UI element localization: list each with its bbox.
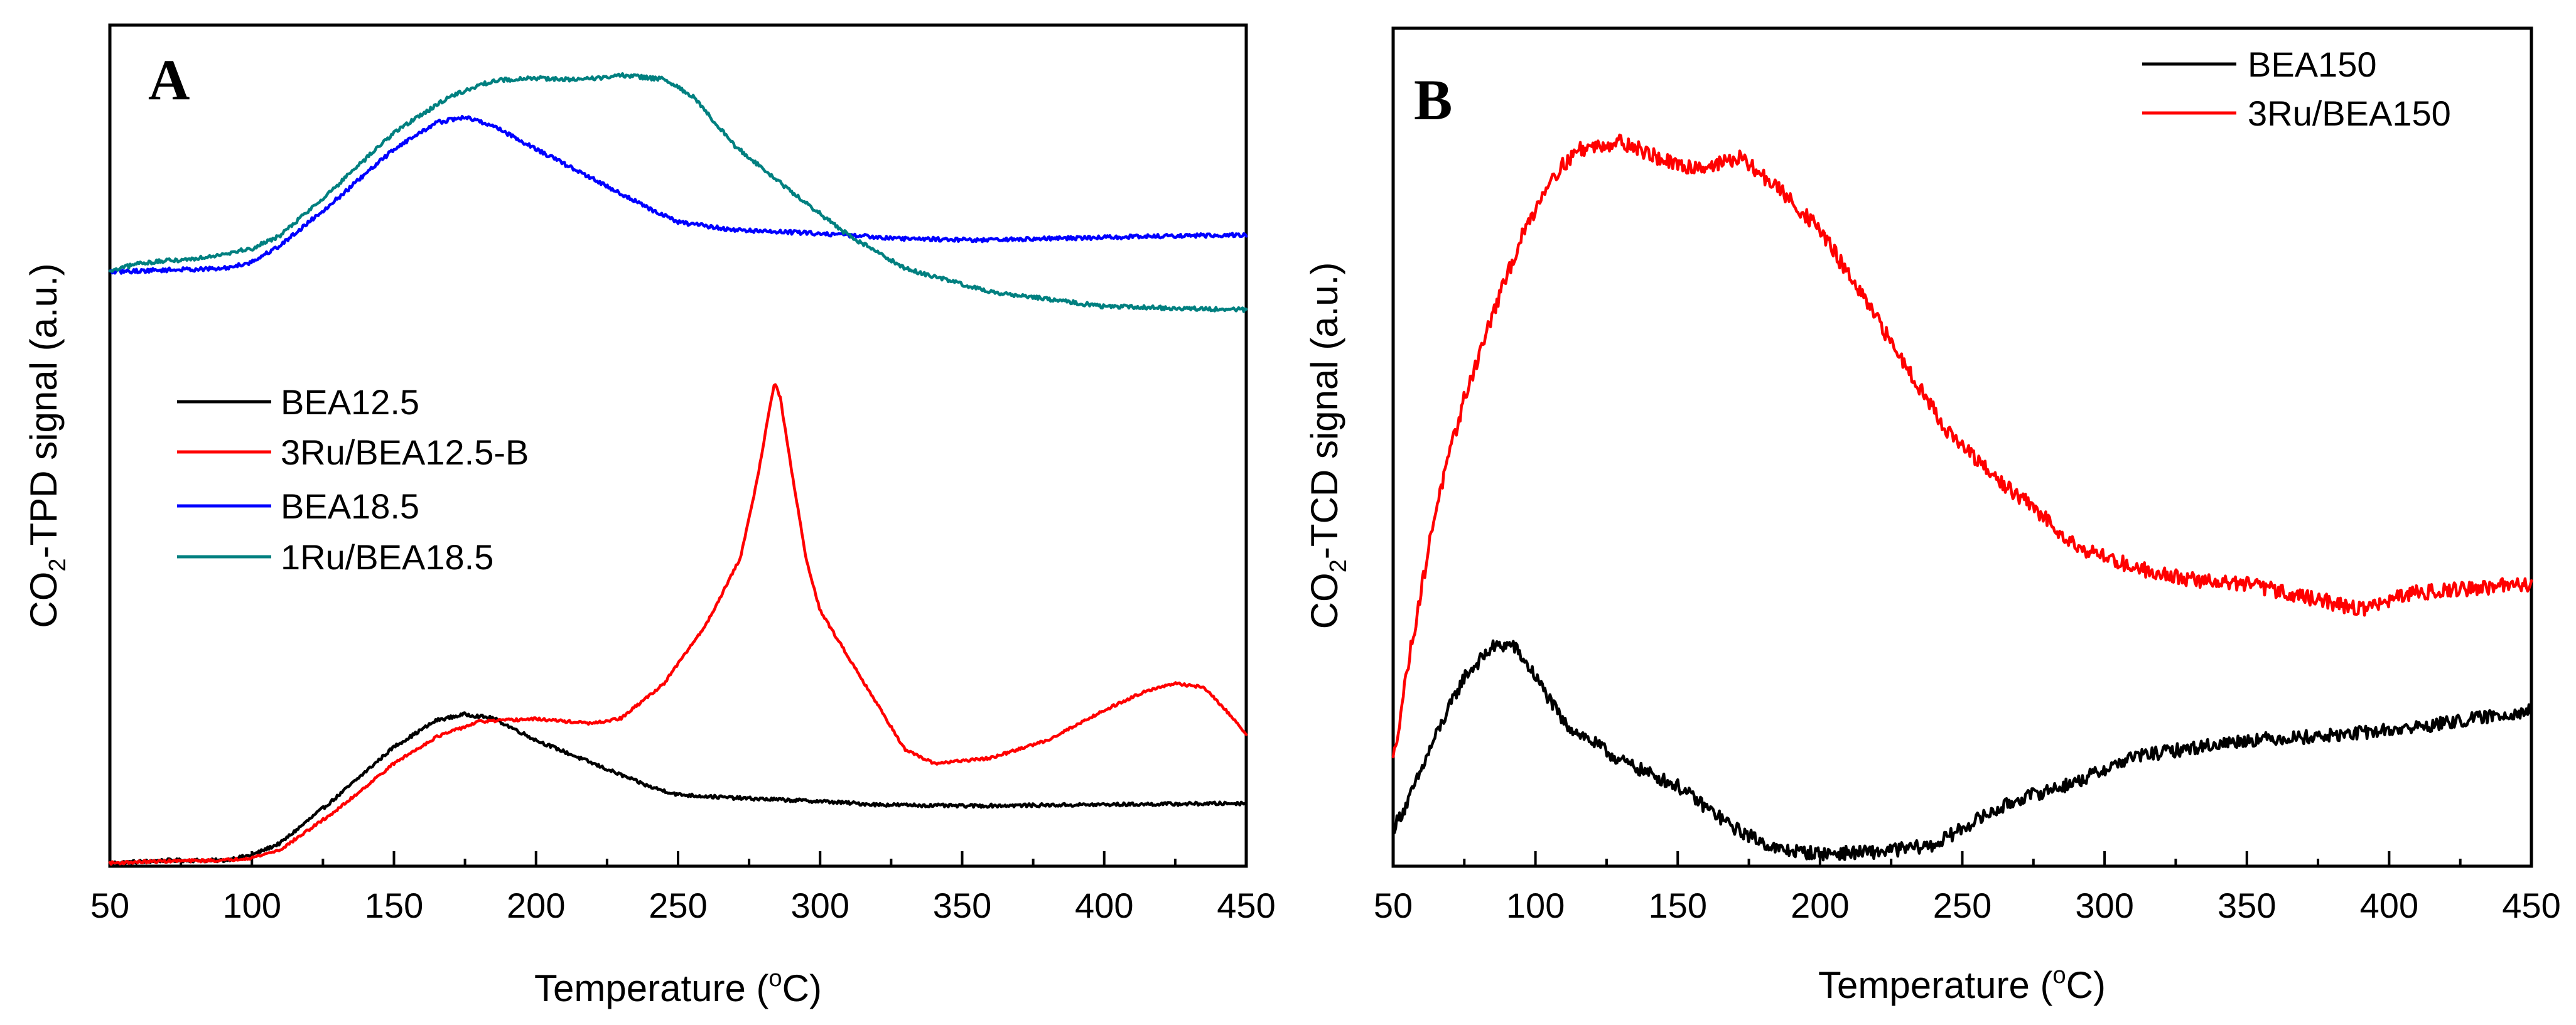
x-tick-label-300: 300 (791, 886, 849, 925)
panel-a-y-axis-title: CO2-TPD signal (a.u.) (23, 263, 71, 628)
x-tick-label-200: 200 (507, 886, 565, 925)
panel-a-x-axis-title-text: Temperature ( (534, 967, 768, 1009)
panel-b-y-axis-title-suffix: -TCD signal (a.u.) (1303, 262, 1345, 559)
panel-a-y-axis-title-sub: 2 (45, 559, 71, 572)
panel-a-x-axis-degree: o (769, 965, 782, 992)
x-tick-label-150: 150 (1649, 886, 1707, 925)
x-tick-label-400: 400 (1075, 886, 1133, 925)
x-tick-label-50: 50 (90, 886, 129, 925)
panel-a-x-axis-title: Temperature (oC) (534, 965, 822, 1009)
panel-b-y-axis-title-prefix: CO (1303, 572, 1345, 629)
panel-a-legend: BEA12.5 3Ru/BEA12.5-B BEA18.5 1Ru/BEA18.… (177, 382, 529, 577)
x-tick-label-50: 50 (1374, 886, 1413, 925)
x-tick-label-150: 150 (365, 886, 423, 925)
panel-b-legend-label-3ru-bea150: 3Ru/BEA150 (2248, 94, 2451, 133)
panel-b-x-axis-title: Temperature (oC) (1818, 962, 2106, 1006)
series-line-1ru-bea18-5 (108, 72, 1248, 313)
x-tick-label-250: 250 (1933, 886, 1991, 925)
panel-b: 50 100 150 200 250 300 350 400 450 B BEA150 3Ru/… (1303, 26, 2561, 1006)
panel-a-legend-label-3ru-bea12-5-b: 3Ru/BEA12.5-B (281, 432, 529, 472)
panel-a-legend-label-bea12-5: BEA12.5 (281, 382, 419, 422)
x-tick-label-450: 450 (2502, 886, 2560, 925)
panel-b-x-axis-unit: C) (2066, 964, 2106, 1006)
series-line-bea18-5 (108, 114, 1248, 275)
x-tick-label-350: 350 (933, 886, 991, 925)
panel-b-plot-frame (1391, 26, 2533, 868)
x-tick-label-400: 400 (2360, 886, 2418, 925)
panel-b-legend: BEA150 3Ru/BEA150 (2142, 45, 2451, 133)
panel-a-y-axis-title-prefix: CO (23, 572, 65, 628)
panel-b-legend-label-bea150: BEA150 (2248, 45, 2377, 84)
series-line-3ru-bea12-5-b (108, 383, 1248, 866)
panel-b-series-lines (1391, 133, 2533, 862)
panel-a-y-axis-title-suffix: -TPD signal (a.u.) (23, 263, 65, 558)
panel-b-label: B (1414, 68, 1452, 132)
panel-a-x-axis-unit: C) (782, 967, 822, 1009)
panel-a-series-lines (108, 72, 1248, 866)
x-tick-label-250: 250 (649, 886, 707, 925)
panel-a-x-ticks: 50 100 150 200 250 300 350 400 450 (90, 851, 1276, 925)
series-line-bea150 (1391, 639, 2533, 862)
panel-b-y-axis-title: CO2-TCD signal (a.u.) (1303, 262, 1352, 630)
panel-a-label: A (148, 48, 190, 112)
x-tick-label-100: 100 (223, 886, 281, 925)
series-line-3ru-bea150 (1391, 133, 2533, 759)
x-tick-label-100: 100 (1506, 886, 1565, 925)
x-tick-label-450: 450 (1217, 886, 1275, 925)
panel-a-legend-label-1ru-bea18-5: 1Ru/BEA18.5 (281, 537, 493, 577)
series-line-bea12-5 (108, 711, 1248, 866)
panel-b-x-axis-title-text: Temperature ( (1818, 964, 2052, 1006)
panel-a-legend-label-bea18-5: BEA18.5 (281, 486, 419, 526)
panel-b-y-axis-title-sub: 2 (1325, 559, 1352, 572)
x-tick-label-350: 350 (2218, 886, 2276, 925)
x-tick-label-300: 300 (2075, 886, 2133, 925)
x-tick-label-200: 200 (1791, 886, 1849, 925)
panel-b-x-ticks: 50 100 150 200 250 300 350 400 450 (1374, 851, 2561, 925)
panel-a: 50 100 150 200 250 300 350 400 450 A BEA12.5 3Ru… (23, 23, 1276, 1009)
panel-b-x-axis-degree: o (2053, 962, 2066, 989)
